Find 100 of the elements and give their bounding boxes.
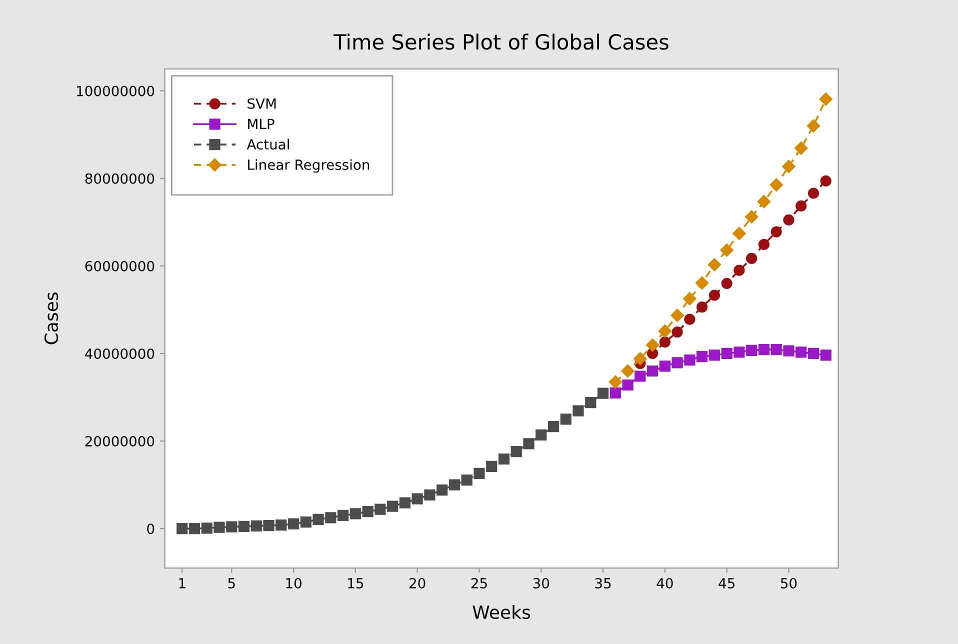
point xyxy=(770,226,782,238)
point xyxy=(474,468,485,479)
point xyxy=(757,194,771,208)
point xyxy=(658,324,672,338)
x-tick-label: 40 xyxy=(656,578,673,588)
point xyxy=(214,522,225,533)
x-tick-label: 50 xyxy=(780,578,797,588)
point xyxy=(238,520,250,532)
point xyxy=(350,508,361,520)
y-tick-label: 60000000 xyxy=(85,260,154,272)
point xyxy=(585,396,596,408)
point xyxy=(808,348,820,360)
point xyxy=(696,302,708,313)
point xyxy=(659,336,670,348)
point xyxy=(461,474,472,486)
point xyxy=(670,308,684,322)
point xyxy=(783,214,794,226)
point xyxy=(387,500,398,512)
y-tick-label: 0 xyxy=(147,524,154,534)
point xyxy=(288,518,300,530)
x-tick-label: 35 xyxy=(595,578,611,588)
point xyxy=(794,142,808,155)
point xyxy=(536,429,547,440)
point xyxy=(770,178,783,192)
point xyxy=(448,479,460,490)
point xyxy=(608,375,622,389)
x-tick-label: 30 xyxy=(533,578,550,588)
point xyxy=(806,119,820,132)
point xyxy=(708,258,722,272)
point xyxy=(820,175,832,187)
point xyxy=(684,314,696,325)
point xyxy=(498,453,510,465)
point xyxy=(758,238,770,250)
legend-label: Linear Regression xyxy=(248,159,370,173)
point xyxy=(560,414,572,425)
point xyxy=(819,92,832,106)
x-tick-label: 1 xyxy=(179,578,186,588)
point xyxy=(646,338,660,352)
point xyxy=(374,504,386,515)
point xyxy=(734,346,745,358)
point xyxy=(695,276,709,290)
chart-title: Time Series Plot of Global Cases xyxy=(334,34,668,50)
point xyxy=(201,522,212,534)
point xyxy=(276,520,287,531)
point xyxy=(300,516,312,528)
point xyxy=(659,360,670,372)
point xyxy=(734,264,745,276)
point xyxy=(399,497,411,508)
point xyxy=(362,506,374,518)
point xyxy=(783,345,794,356)
point xyxy=(646,365,658,377)
point xyxy=(610,387,621,398)
point xyxy=(782,160,796,174)
point xyxy=(820,350,832,361)
point xyxy=(808,188,820,199)
point xyxy=(621,364,634,378)
point xyxy=(523,438,534,450)
point xyxy=(263,520,274,532)
point xyxy=(622,379,634,391)
y-axis-title: Cases xyxy=(44,292,58,344)
point xyxy=(770,344,782,356)
point xyxy=(412,493,423,504)
point xyxy=(708,350,720,361)
point xyxy=(634,352,647,366)
legend-label: SVM xyxy=(248,98,276,109)
point xyxy=(708,290,720,301)
point xyxy=(672,357,683,368)
point xyxy=(796,200,807,212)
point xyxy=(683,292,696,306)
point xyxy=(436,484,448,496)
point xyxy=(510,446,522,458)
x-tick-label: 45 xyxy=(718,578,734,588)
point xyxy=(188,523,200,534)
point xyxy=(250,520,262,532)
legend-label: Actual xyxy=(246,138,289,150)
point xyxy=(486,460,498,472)
point xyxy=(337,510,349,522)
point xyxy=(672,326,683,338)
point xyxy=(424,489,436,500)
point xyxy=(746,344,758,356)
y-tick-label: 40000000 xyxy=(85,348,154,359)
point xyxy=(312,514,324,525)
x-tick-label: 10 xyxy=(286,578,302,588)
point xyxy=(732,226,746,240)
legend-label: MLP xyxy=(248,118,274,130)
x-tick-label: 20 xyxy=(410,578,426,588)
point xyxy=(684,354,696,366)
point xyxy=(721,348,732,360)
point xyxy=(796,346,807,358)
y-tick-label: 20000000 xyxy=(85,436,154,447)
y-tick-label: 80000000 xyxy=(85,173,154,184)
x-tick-label: 25 xyxy=(471,578,487,588)
x-tick-label: 15 xyxy=(348,578,364,588)
point xyxy=(572,405,584,416)
x-axis-title: Weeks xyxy=(472,605,530,620)
y-tick-label: 100000000 xyxy=(77,86,154,96)
point xyxy=(758,344,770,356)
point xyxy=(597,388,609,399)
point xyxy=(634,370,646,382)
point xyxy=(226,521,238,532)
